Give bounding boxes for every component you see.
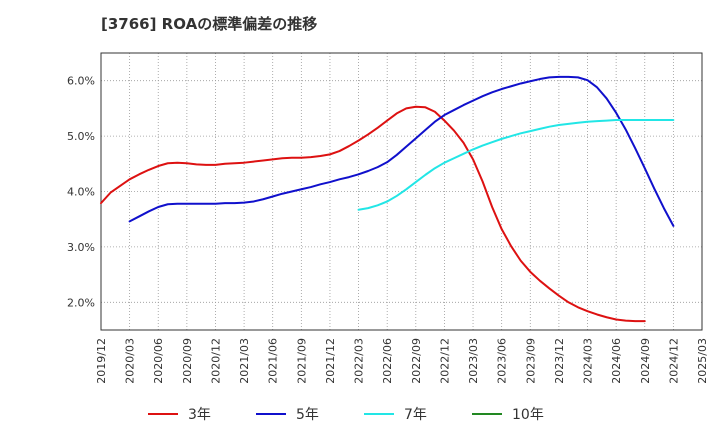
series-line-7年 [357, 119, 675, 211]
x-tick-label: 2023/06 [496, 338, 509, 384]
y-tick-label: 3.0% [67, 241, 95, 254]
legend-label: 3年 [188, 407, 211, 423]
x-tick-label: 2024/09 [639, 338, 652, 384]
x-tick-label: 2025/03 [696, 338, 709, 384]
legend-label: 7年 [404, 407, 427, 423]
y-tick-label: 6.0% [67, 75, 95, 88]
x-tick-label: 2021/09 [295, 338, 308, 384]
x-tick-label: 2021/12 [324, 338, 337, 384]
x-tick-label: 2023/12 [553, 338, 566, 384]
x-tick-label: 2023/03 [467, 338, 480, 384]
x-tick-label: 2024/06 [610, 338, 623, 384]
x-tick-label: 2023/09 [524, 338, 537, 384]
y-tick-label: 5.0% [67, 130, 95, 143]
plot-border [100, 52, 703, 331]
series-line-5年 [128, 75, 675, 227]
x-tick-label: 2022/03 [353, 338, 366, 384]
x-tick-label: 2021/06 [267, 338, 280, 384]
x-tick-label: 2022/06 [381, 338, 394, 384]
legend-label: 10年 [512, 407, 544, 423]
x-tick-label: 2022/12 [438, 338, 451, 384]
x-tick-label: 2020/09 [181, 338, 194, 384]
y-tick-label: 4.0% [67, 186, 95, 199]
chart-title: [3766] ROAの標準偏差の推移 [101, 15, 318, 33]
y-tick-label: 2.0% [67, 296, 95, 309]
x-tick-label: 2024/12 [667, 338, 680, 384]
x-tick-label: 2020/06 [152, 338, 165, 384]
series-line-3年 [100, 105, 646, 323]
x-tick-label: 2022/09 [410, 338, 423, 384]
legend-label: 5年 [296, 407, 319, 423]
x-tick-label: 2021/03 [238, 338, 251, 384]
x-tick-label: 2020/03 [124, 338, 137, 384]
x-tick-label: 2019/12 [95, 338, 108, 384]
x-tick-label: 2020/12 [209, 338, 222, 384]
x-tick-label: 2024/03 [582, 338, 595, 384]
